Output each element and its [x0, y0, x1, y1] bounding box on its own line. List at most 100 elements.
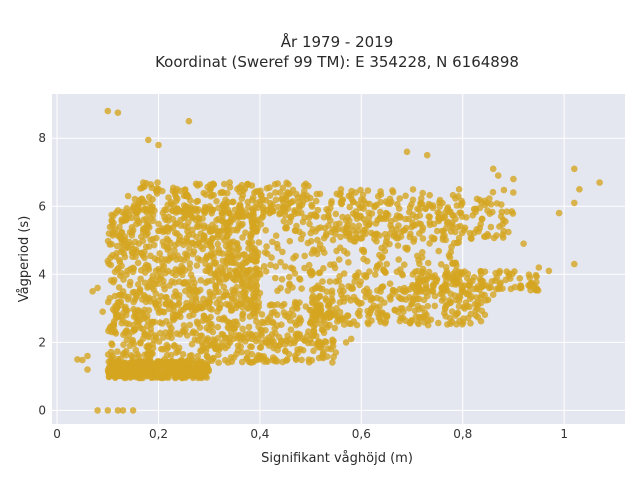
data-point	[467, 320, 474, 327]
data-point	[288, 198, 295, 206]
data-point	[484, 296, 492, 304]
data-point	[397, 233, 405, 240]
data-point	[171, 343, 178, 350]
data-point	[200, 224, 208, 232]
data-point	[193, 262, 201, 269]
data-point	[349, 222, 357, 230]
data-point	[261, 249, 269, 256]
data-point	[147, 298, 154, 305]
data-point	[241, 185, 249, 193]
data-point	[306, 220, 313, 228]
data-point	[148, 283, 156, 291]
data-point	[124, 244, 131, 251]
data-point	[419, 224, 427, 231]
data-point	[119, 246, 126, 253]
data-point	[402, 244, 409, 252]
data-point	[371, 231, 379, 239]
data-point	[124, 296, 132, 303]
data-point	[193, 318, 201, 326]
data-point	[212, 284, 220, 292]
data-point	[144, 220, 152, 228]
data-point	[162, 216, 169, 223]
data-point	[414, 275, 422, 282]
data-point	[263, 357, 271, 364]
data-point	[463, 214, 470, 221]
data-point	[310, 347, 317, 355]
data-point	[196, 304, 204, 312]
data-point	[110, 318, 118, 325]
data-point	[203, 324, 210, 332]
data-point	[179, 364, 186, 372]
data-point	[576, 186, 583, 193]
data-point	[473, 226, 480, 233]
data-point	[446, 297, 453, 304]
data-point	[254, 335, 261, 342]
data-point	[435, 214, 443, 221]
data-point	[223, 300, 230, 308]
data-point	[369, 295, 376, 303]
data-point	[386, 195, 394, 203]
data-point	[347, 335, 355, 343]
data-point	[121, 349, 128, 357]
data-point	[248, 182, 256, 189]
data-point	[494, 172, 502, 179]
data-point	[401, 226, 408, 234]
data-point	[313, 303, 321, 311]
data-point	[357, 235, 365, 242]
data-point	[314, 206, 322, 214]
data-point	[340, 287, 347, 295]
data-point	[571, 260, 578, 268]
data-point	[496, 285, 503, 293]
data-point	[147, 352, 154, 360]
data-point	[438, 297, 446, 304]
data-point	[503, 208, 511, 215]
data-point	[107, 261, 115, 269]
data-point	[129, 264, 137, 272]
x-tick-label: 0	[53, 427, 61, 441]
data-point	[533, 285, 540, 292]
data-point	[285, 181, 292, 188]
data-point	[335, 256, 343, 263]
data-point	[245, 323, 253, 331]
data-point	[136, 370, 144, 377]
data-point	[210, 191, 217, 199]
data-point	[180, 322, 188, 329]
data-point	[401, 261, 408, 269]
data-point	[154, 179, 161, 186]
data-point	[258, 214, 266, 221]
data-point	[159, 209, 167, 217]
data-point	[127, 278, 134, 286]
data-point	[357, 186, 364, 194]
data-point	[176, 267, 184, 275]
data-point	[108, 341, 116, 349]
data-point	[133, 208, 140, 215]
data-point	[460, 303, 468, 311]
chart-title-line-1: År 1979 - 2019	[281, 32, 394, 51]
data-point	[571, 199, 578, 207]
data-point	[360, 226, 368, 234]
data-point	[244, 198, 252, 206]
data-point	[141, 254, 148, 262]
data-point	[533, 273, 540, 280]
data-point	[114, 348, 121, 355]
data-point	[212, 345, 219, 353]
data-point	[149, 196, 156, 203]
data-point	[252, 266, 259, 273]
data-point	[372, 220, 380, 227]
data-point	[466, 303, 473, 311]
data-point	[112, 226, 119, 233]
data-point	[496, 269, 503, 277]
data-point	[242, 259, 249, 267]
data-point	[213, 197, 220, 205]
data-point	[192, 180, 200, 188]
data-point	[377, 208, 384, 216]
data-point	[140, 179, 147, 186]
data-point	[272, 357, 279, 365]
data-point	[213, 299, 220, 307]
data-point	[279, 248, 286, 256]
data-point	[185, 367, 192, 375]
data-point	[263, 185, 271, 192]
data-point	[136, 287, 143, 294]
data-point	[467, 234, 475, 242]
data-point	[185, 117, 193, 125]
